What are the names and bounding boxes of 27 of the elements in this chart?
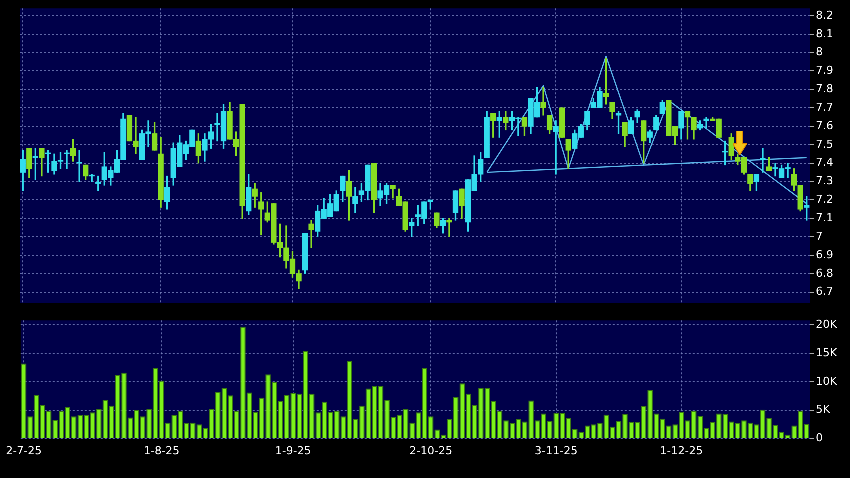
y-tick-label: 20K	[816, 318, 838, 332]
y-tick-label: 7.8	[816, 82, 834, 96]
y-tick-label: 7.4	[816, 156, 834, 170]
y-tick-label: 8.1	[816, 27, 834, 40]
y-tick-label: 6.7	[816, 285, 834, 298]
y-tick-label: 7.1	[816, 212, 834, 225]
x-tick-label: 1-12-25	[660, 444, 704, 458]
y-tick-label: 8.2	[816, 8, 834, 22]
y-tick-label: 8	[816, 46, 823, 59]
y-tick-label: 7.2	[816, 193, 834, 206]
y-tick-label: 5K	[816, 403, 831, 416]
x-tick-label: 1-9-25	[275, 444, 312, 458]
y-tick-label: 7.9	[816, 64, 834, 78]
x-tick-label: 3-11-25	[534, 444, 578, 458]
y-tick-label: 6.9	[816, 248, 834, 262]
y-tick-label: 6.8	[816, 266, 834, 280]
x-tick-label: 1-8-25	[144, 444, 180, 458]
y-tick-label: 7.7	[816, 100, 834, 114]
y-tick-label: 0	[816, 432, 823, 445]
y-tick-label: 7.6	[816, 119, 834, 132]
y-tick-label: 7	[816, 230, 823, 243]
y-tick-label: 10K	[816, 374, 838, 388]
y-tick-label: 7.5	[816, 138, 834, 151]
y-tick-label: 7.3	[816, 174, 834, 188]
y-tick-label: 15K	[816, 346, 838, 360]
x-tick-label: 2-10-25	[410, 444, 453, 458]
x-tick-label: 2-7-25	[6, 444, 42, 458]
